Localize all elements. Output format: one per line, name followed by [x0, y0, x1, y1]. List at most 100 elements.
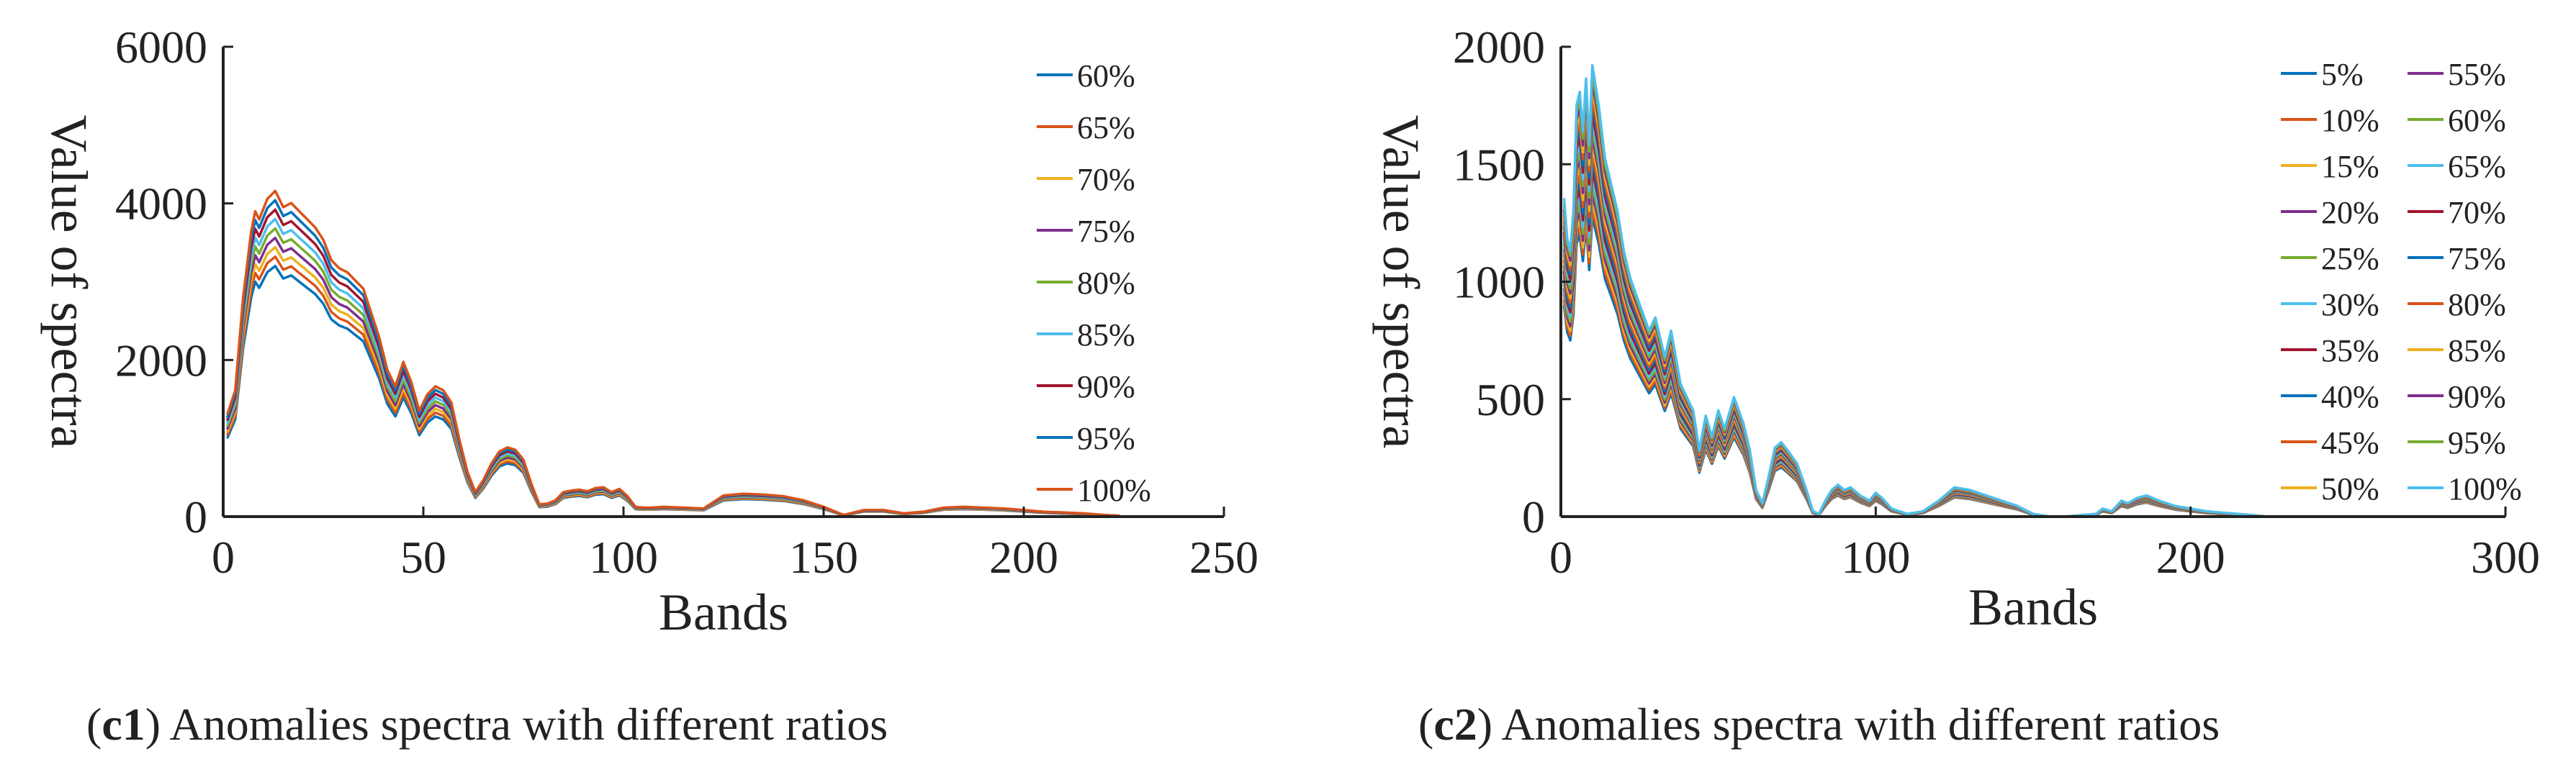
caption-tag: c2: [1433, 699, 1477, 750]
legend-item: 60%: [2408, 103, 2506, 138]
legend-item: 65%: [1037, 110, 1135, 145]
caption-paren-open: (: [1418, 699, 1433, 750]
legend-label: 50%: [2321, 471, 2379, 507]
x-axis-label: Bands: [1968, 578, 2098, 636]
series-line-85pct: [1562, 88, 2266, 518]
legend-item: 45%: [2281, 425, 2379, 460]
y-tick-label: 6000: [115, 22, 207, 73]
legend-item: 80%: [2408, 287, 2506, 322]
legend-item: 95%: [2408, 425, 2506, 460]
legend-item: 10%: [2281, 103, 2379, 138]
series-line-85pct: [225, 217, 1120, 517]
legend: 5% 10% 15% 20% 25% 30% 35% 40% 45% 50% 55% 60% 65% 70…: [2281, 57, 2522, 507]
series-line-80pct: [1562, 96, 2266, 518]
legend-item: 95%: [1037, 421, 1135, 456]
y-tick-label: 2000: [115, 335, 207, 386]
legend-label: 100%: [1077, 473, 1151, 508]
x-axis-label: Bands: [659, 584, 788, 641]
legend-label: 65%: [2448, 149, 2506, 184]
x-tick-label: 100: [1841, 532, 1910, 583]
legend-label: 75%: [2448, 241, 2506, 276]
series-line-65pct: [225, 255, 1120, 517]
legend-label: 70%: [1077, 162, 1135, 197]
legend-item: 85%: [2408, 333, 2506, 368]
x-tick-label: 50: [400, 532, 446, 583]
legend-label: 60%: [1077, 58, 1135, 94]
legend-label: 15%: [2321, 149, 2379, 184]
legend-label: 95%: [1077, 421, 1135, 456]
series-line-95pct: [1562, 72, 2266, 518]
series-group: [225, 189, 1120, 517]
legend-item: 50%: [2281, 471, 2379, 507]
legend-item: 5%: [2281, 57, 2364, 92]
legend-label: 65%: [1077, 110, 1135, 145]
y-tick-label: 500: [1476, 374, 1545, 425]
legend-label: 10%: [2321, 103, 2379, 138]
caption-paren-close: ): [1477, 699, 1492, 750]
x-tick-label: 150: [789, 532, 858, 583]
legend-label: 95%: [2448, 425, 2506, 460]
series-line-75pct: [1562, 104, 2266, 518]
legend-item: 100%: [1037, 473, 1151, 508]
x-tick-label: 300: [2471, 532, 2540, 583]
series-line-65pct: [1562, 119, 2266, 518]
panel-c2: 0 100 200 300 0 500 1000 1500 2000 Bands Value of …: [1372, 22, 2540, 750]
series-line-90pct: [1562, 80, 2266, 518]
legend-item: 30%: [2281, 287, 2379, 322]
series-line-90pct: [225, 208, 1120, 517]
x-tick-label: 100: [589, 532, 658, 583]
y-tick-label: 1000: [1453, 257, 1545, 308]
legend-label: 40%: [2321, 379, 2379, 414]
legend-label: 25%: [2321, 241, 2379, 276]
legend-item: 100%: [2408, 471, 2522, 507]
legend-label: 85%: [2448, 333, 2506, 368]
y-tick-label: 1500: [1453, 139, 1545, 190]
caption-paren-open: (: [86, 699, 102, 750]
x-tick-label: 0: [1549, 532, 1572, 583]
series-line-80pct: [225, 227, 1120, 517]
series-line-60pct: [1562, 127, 2266, 518]
legend-label: 80%: [2448, 287, 2506, 322]
legend-item: 75%: [1037, 214, 1135, 249]
series-group: [1562, 64, 2266, 518]
y-axis-label: Value of spectra: [1372, 115, 1430, 449]
legend-label: 80%: [1077, 266, 1135, 301]
series-line-95pct: [225, 199, 1120, 517]
series-line-100pct: [225, 189, 1120, 517]
caption-tag: c1: [102, 699, 145, 750]
series-line-100pct: [1562, 64, 2266, 518]
legend-label: 90%: [1077, 369, 1135, 404]
legend-item: 70%: [1037, 162, 1135, 197]
legend-item: 85%: [1037, 317, 1135, 353]
caption: (c1) Anomalies spectra with different ra…: [86, 699, 888, 750]
legend-item: 15%: [2281, 149, 2379, 184]
x-tick-label: 250: [1189, 532, 1258, 583]
legend-item: 80%: [1037, 266, 1135, 301]
legend-label: 85%: [1077, 317, 1135, 353]
legend-label: 75%: [1077, 214, 1135, 249]
series-line-50pct: [1562, 144, 2266, 518]
y-tick-label: 2000: [1453, 22, 1545, 73]
legend-item: 35%: [2281, 333, 2379, 368]
y-axis-label: Value of spectra: [40, 115, 98, 449]
x-tick-label: 200: [2156, 532, 2225, 583]
legend-item: 65%: [2408, 149, 2506, 184]
legend-item: 90%: [2408, 379, 2506, 414]
x-tick-label: 200: [989, 532, 1058, 583]
legend-label: 90%: [2448, 379, 2506, 414]
legend-item: 70%: [2408, 195, 2506, 230]
caption-text: Anomalies spectra with different ratios: [1492, 699, 2220, 750]
caption-text: Anomalies spectra with different ratios: [161, 699, 888, 750]
legend-label: 20%: [2321, 195, 2379, 230]
series-line-70pct: [1562, 112, 2266, 518]
legend-item: 40%: [2281, 379, 2379, 414]
legend-item: 75%: [2408, 241, 2506, 276]
legend-item: 60%: [1037, 58, 1135, 94]
legend-item: 55%: [2408, 57, 2506, 92]
legend-label: 60%: [2448, 103, 2506, 138]
series-line-60pct: [225, 264, 1120, 517]
legend: 60% 65% 70% 75% 80% 85% 90% 95% 100%: [1037, 58, 1151, 508]
legend-label: 35%: [2321, 333, 2379, 368]
legend-item: 20%: [2281, 195, 2379, 230]
